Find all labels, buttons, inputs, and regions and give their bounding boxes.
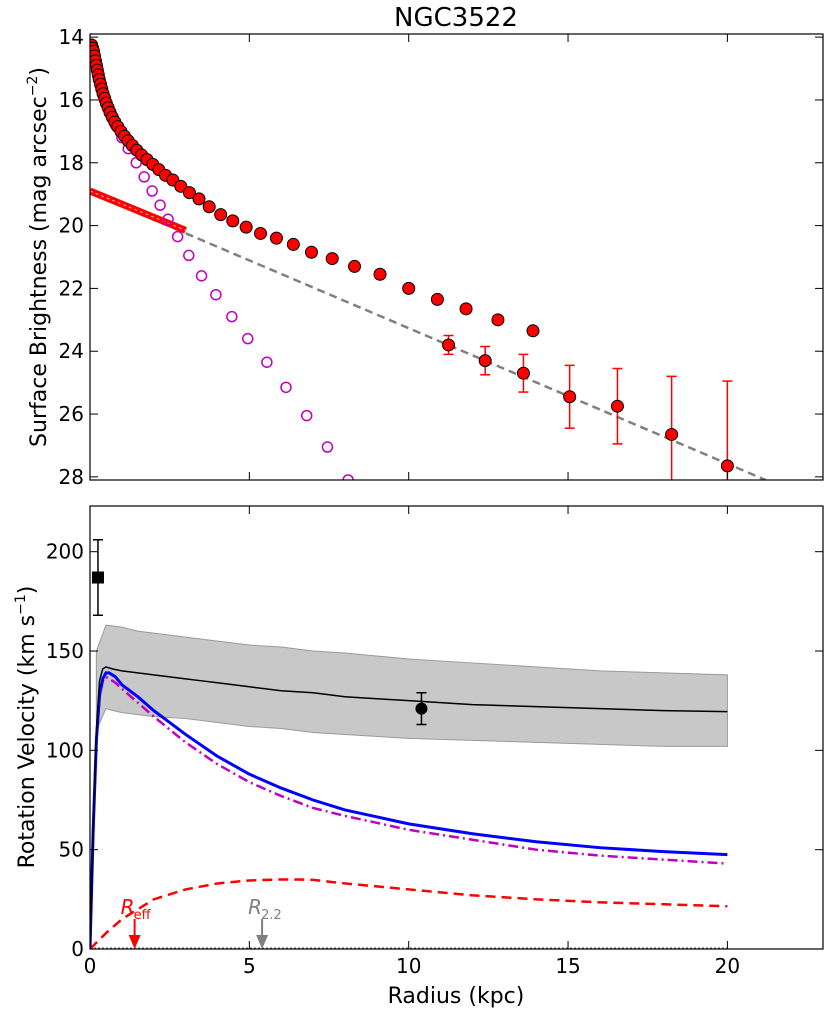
bulge-point [342,474,354,480]
bulge-point [321,441,334,453]
radius-label-subscript: eff [134,908,152,923]
y-tick-label: 24 [59,339,84,363]
disk-fit-line [90,191,767,480]
chart-title: NGC3522 [394,3,518,33]
bulge-point [300,409,313,422]
surface-brightness-panel: NGC3522 14 16 18 20 22 24 26 28 Surface Brightn… [25,3,824,489]
y-tick-label: 150 [46,639,84,663]
y-tick-label: 28 [59,465,84,489]
total-velocity-curve [90,666,728,949]
y-tick-label: 16 [59,88,84,112]
y-tick-label: 200 [46,540,84,564]
profile-point [526,324,540,338]
profile-point [442,338,456,352]
bottom-ylabel-exp: −1 [13,594,29,615]
x-tick-label: 0 [84,954,97,978]
radius-arrow-head [128,935,141,949]
y-tick-label: 22 [59,276,84,300]
profile-point [478,354,492,368]
bulge-point [261,356,273,368]
y-tick-label: 18 [59,151,84,175]
profile-point [459,302,473,316]
y-tick-label: 0 [71,937,84,961]
x-tick-label: 5 [243,954,256,978]
disk-velocity-curve [90,878,728,949]
bulge-point [195,270,208,282]
profile-point [269,231,283,245]
profile-point [373,267,387,281]
top-ylabel-exp: −2 [25,76,41,97]
profile-point [402,281,416,295]
y-tick-label: 50 [59,838,84,862]
x-axis-label: Radius (kpc) [388,984,525,1009]
bulge-point [226,310,238,323]
profile-point [304,245,318,259]
bulge-point [280,381,292,394]
circle-marker [415,702,428,715]
y-tick-label: 14 [59,25,84,49]
x-tick-label: 15 [555,954,580,978]
profile-point [348,259,362,273]
top-ylabel-main: Surface Brightness (mag arcsec [27,96,52,447]
bottom-y-axis-label: Rotation Velocity (km s−1) [13,586,40,869]
bulge-point [210,288,222,301]
y-tick-label: 100 [46,738,84,762]
x-tick-label: 20 [715,954,740,978]
bulge-point [154,199,166,211]
radius-label-subscript: 2.2 [261,908,282,923]
profile-point [192,192,206,206]
square-marker [91,571,104,584]
top-y-axis-label: Surface Brightness (mag arcsec−2) [25,67,52,447]
bulge-point [146,185,158,197]
profile-point [516,366,530,380]
bottom-ticks: 0 50 100 150 200 0 5 10 15 20 [46,506,823,978]
bulge-point [162,213,174,226]
top-ticks: 14 16 18 20 22 24 26 28 [59,25,823,489]
profile-point [665,427,679,441]
profile-point [182,186,196,200]
profile-point [720,459,734,473]
profile-point [226,214,240,228]
blue-velocity-curve [90,671,728,949]
top-ylabel-close: ) [27,67,52,76]
profile-point [491,313,505,327]
profile-point [286,237,300,251]
bulge-point [138,171,150,183]
radius-label: R [121,895,135,919]
profile-point [430,292,444,306]
profile-point [202,200,216,214]
bottom-ylabel-close: ) [15,586,40,595]
uncertainty-band [95,624,728,747]
profile-point [563,390,577,404]
y-tick-label: 20 [59,214,84,238]
bulge-point [242,332,254,345]
profile-point [214,208,228,222]
bulge-point [183,249,195,262]
profile-point [239,220,253,234]
y-tick-label: 26 [59,402,84,426]
top-plot-area [90,38,767,480]
bottom-axes-frame [89,505,824,950]
profile-point [325,252,339,266]
profile-point [610,399,624,413]
bottom-ylabel-main: Rotation Velocity (km s [15,615,40,869]
profile-point [254,226,268,240]
top-axes-frame [89,33,824,481]
x-tick-label: 10 [396,954,421,978]
bottom-plot-area [90,624,728,949]
radius-label: R [248,895,262,919]
radius-arrow-head [256,935,269,949]
bulge-point [171,230,184,243]
